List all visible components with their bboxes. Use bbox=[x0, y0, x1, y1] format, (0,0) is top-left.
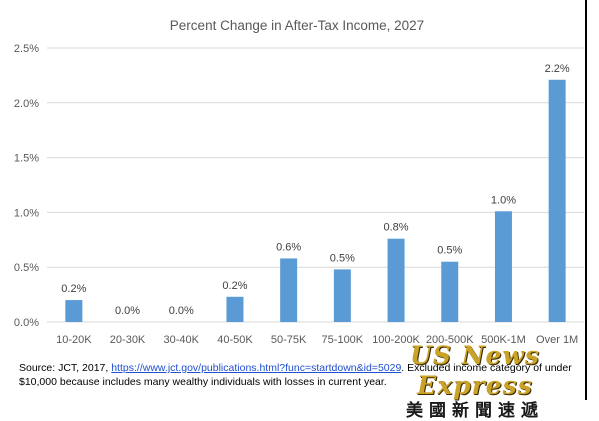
x-axis-ticks: 10-20K 20-30K 30-40K 40-50K 50-75K 75-100K 100… bbox=[56, 334, 578, 346]
x-tick-label: 50-75K bbox=[271, 334, 307, 346]
data-label: 0.5% bbox=[437, 245, 462, 257]
bar bbox=[441, 261, 459, 322]
source-link[interactable]: https://www.jct.gov/publications.html?fu… bbox=[111, 362, 402, 374]
source-suffix: . Excluded income category of under $10,… bbox=[19, 362, 572, 388]
data-label: 0.8% bbox=[384, 222, 409, 234]
x-tick-label: 20-30K bbox=[110, 334, 146, 346]
x-tick-label: 200-500K bbox=[426, 334, 474, 346]
watermark-chinese: 美國新聞速遞 bbox=[406, 401, 544, 421]
source-note: Source: JCT, 2017, https://www.jct.gov/p… bbox=[19, 361, 579, 389]
bars bbox=[65, 79, 566, 322]
y-axis-ticks: 0.0% 0.5% 1.0% 1.5% 2.0% 2.5% bbox=[14, 43, 39, 329]
watermark-logo: US News Express 美國新聞速遞 bbox=[360, 341, 590, 421]
bar bbox=[280, 258, 298, 322]
data-label: 0.6% bbox=[276, 241, 301, 253]
x-tick-label: 10-20K bbox=[56, 334, 92, 346]
y-tick-label: 0.5% bbox=[14, 262, 39, 274]
bar bbox=[548, 79, 566, 322]
bar bbox=[226, 296, 244, 322]
bar bbox=[387, 238, 405, 322]
y-tick-label: 2.0% bbox=[14, 98, 39, 110]
y-tick-label: 1.5% bbox=[14, 153, 39, 165]
chart-title: Percent Change in After-Tax Income, 2027 bbox=[170, 18, 424, 33]
data-label: 0.0% bbox=[115, 305, 140, 317]
x-tick-label: Over 1M bbox=[536, 334, 578, 346]
x-tick-label: 40-50K bbox=[217, 334, 253, 346]
x-tick-label: 100-200K bbox=[372, 334, 420, 346]
data-label: 0.2% bbox=[222, 280, 247, 292]
data-label: 0.5% bbox=[330, 252, 355, 264]
bar-chart: Percent Change in After-Tax Income, 2027… bbox=[14, 18, 584, 346]
watermark-english: US News Express bbox=[410, 341, 540, 400]
data-label: 0.2% bbox=[61, 283, 86, 295]
gridlines bbox=[47, 47, 584, 323]
bar bbox=[65, 300, 83, 322]
x-tick-label: 500K-1M bbox=[481, 334, 526, 346]
chart-frame: Percent Change in After-Tax Income, 2027… bbox=[14, 0, 590, 421]
data-label: 2.2% bbox=[545, 63, 570, 75]
data-labels: 0.2% 0.0% 0.0% 0.2% 0.6% 0.5% 0.8% 0.5% 1.0% 2.2% bbox=[61, 63, 570, 317]
y-tick-label: 1.0% bbox=[14, 207, 39, 219]
y-tick-label: 2.5% bbox=[14, 43, 39, 55]
data-label: 1.0% bbox=[491, 194, 516, 206]
data-label: 0.0% bbox=[169, 305, 194, 317]
x-tick-label: 75-100K bbox=[322, 334, 364, 346]
bar bbox=[494, 211, 512, 322]
y-tick-label: 0.0% bbox=[14, 317, 39, 329]
bar bbox=[333, 269, 351, 322]
x-tick-label: 30-40K bbox=[164, 334, 200, 346]
source-prefix: Source: JCT, 2017, bbox=[19, 362, 109, 374]
